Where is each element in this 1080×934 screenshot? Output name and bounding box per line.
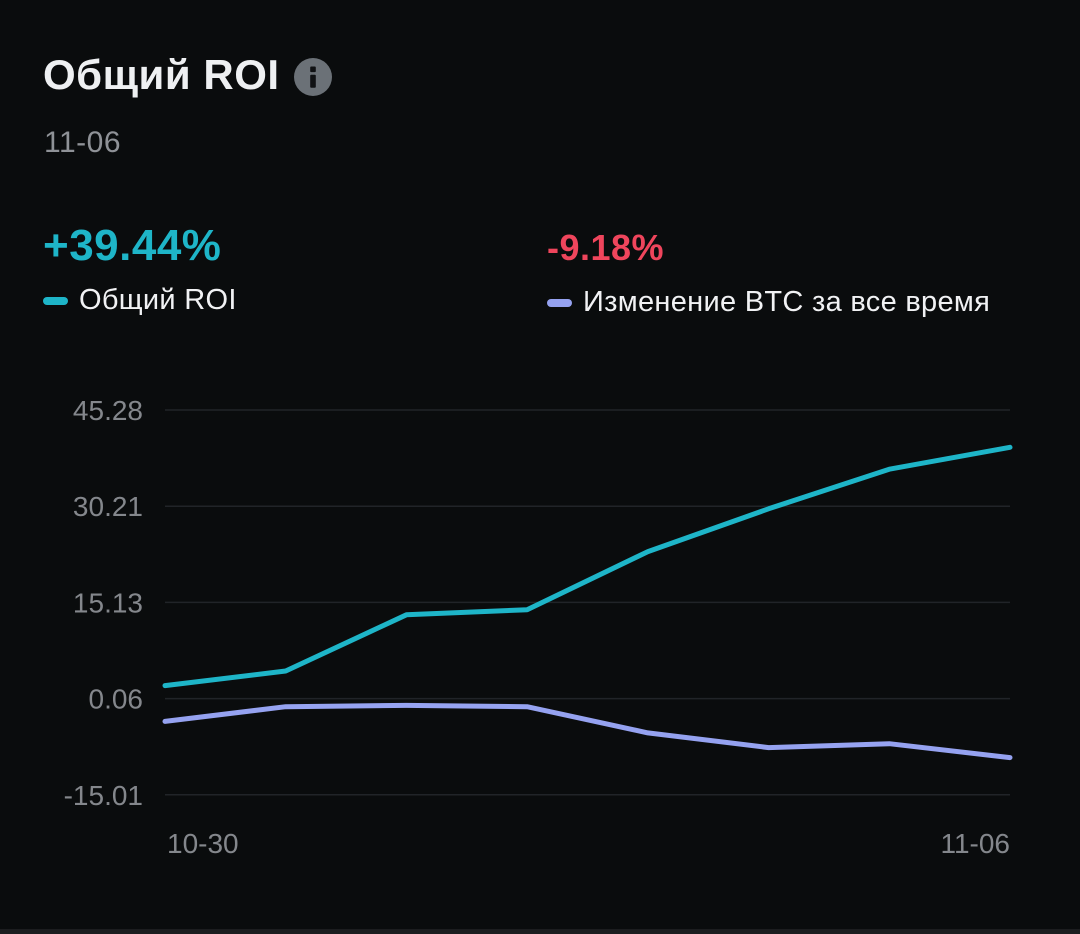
- y-axis-tick-label: 45.28: [73, 395, 143, 426]
- y-axis-tick-label: 15.13: [73, 587, 143, 618]
- y-axis-tick-label: 30.21: [73, 491, 143, 522]
- roi-legend-label: Общий ROI: [79, 284, 237, 316]
- info-icon[interactable]: [293, 58, 332, 96]
- bottom-gesture-bar: [0, 929, 1080, 934]
- btc-legend-dash-icon: [547, 298, 572, 307]
- btc-legend-label: Изменение BTC за все время: [583, 286, 991, 318]
- btc-legend: Изменение BTC за все время: [547, 286, 990, 319]
- roi-legend: Общий ROI: [43, 284, 237, 317]
- x-axis-tick-label: 11-06: [940, 828, 1010, 859]
- page-title: Общий ROI: [43, 51, 280, 98]
- btc-stat: -9.18% Изменение BTC за все время: [547, 226, 990, 319]
- y-axis-tick-label: 0.06: [89, 684, 144, 715]
- roi-value: +39.44%: [43, 221, 222, 270]
- y-axis-tick-label: -15.01: [64, 780, 143, 811]
- roi-line-chart[interactable]: 45.28 30.21 15.13 0.06 -15.01 10-30 11-06: [0, 380, 1080, 934]
- header: Общий ROI: [43, 52, 332, 98]
- btc-value: -9.18%: [547, 227, 665, 268]
- roi-series-line: [162, 444, 1013, 689]
- btc-series-line: [162, 702, 1013, 761]
- roi-stat: +39.44% Общий ROI: [43, 222, 237, 317]
- x-axis-tick-label: 10-30: [167, 828, 239, 859]
- selected-date: 11-06: [44, 126, 122, 159]
- roi-legend-dash-icon: [43, 296, 68, 305]
